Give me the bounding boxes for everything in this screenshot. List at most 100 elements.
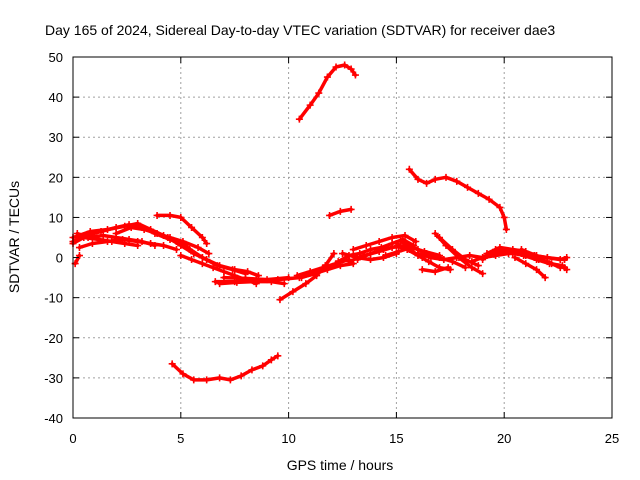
data-point bbox=[367, 256, 375, 264]
data-point bbox=[147, 240, 155, 248]
series-arc-g bbox=[112, 223, 213, 258]
data-point bbox=[188, 223, 196, 231]
data-point bbox=[341, 61, 349, 69]
data-point bbox=[259, 362, 267, 370]
data-point bbox=[395, 248, 403, 256]
data-point bbox=[403, 246, 411, 254]
data-point bbox=[440, 256, 448, 264]
data-point bbox=[392, 240, 400, 248]
data-point bbox=[483, 250, 491, 258]
data-point bbox=[233, 278, 241, 286]
data-point bbox=[295, 115, 303, 123]
data-point bbox=[293, 272, 301, 280]
data-point bbox=[507, 248, 515, 256]
series-line bbox=[513, 255, 547, 280]
data-point bbox=[276, 296, 284, 304]
data-point bbox=[541, 274, 549, 282]
data-point bbox=[332, 63, 340, 71]
data-point bbox=[468, 258, 476, 266]
data-point bbox=[177, 213, 185, 221]
data-point bbox=[362, 242, 370, 250]
data-point bbox=[198, 234, 206, 241]
data-point bbox=[134, 219, 142, 227]
data-point bbox=[198, 260, 206, 268]
series-arc-o bbox=[168, 352, 282, 384]
data-point bbox=[511, 254, 519, 262]
data-point bbox=[468, 264, 476, 272]
data-point bbox=[496, 203, 504, 211]
data-point bbox=[347, 65, 355, 73]
series-arc-e bbox=[71, 252, 83, 268]
series-arc-ak bbox=[507, 248, 571, 274]
data-point bbox=[103, 225, 111, 233]
data-point bbox=[414, 175, 422, 183]
y-tick-label: 40 bbox=[49, 90, 63, 105]
y-tick-label: -20 bbox=[44, 331, 63, 346]
data-point bbox=[563, 266, 571, 274]
data-point bbox=[267, 278, 275, 286]
data-point bbox=[103, 238, 111, 246]
data-point bbox=[209, 264, 217, 272]
series-arc-s bbox=[295, 61, 359, 123]
data-point bbox=[211, 278, 219, 286]
data-point bbox=[220, 274, 228, 282]
data-point bbox=[75, 244, 83, 252]
y-tick-label: 50 bbox=[49, 50, 63, 65]
data-point bbox=[172, 238, 180, 246]
data-point bbox=[99, 231, 107, 239]
data-point bbox=[339, 250, 346, 258]
data-point bbox=[172, 246, 180, 254]
series-arc-am bbox=[511, 254, 549, 282]
data-point bbox=[153, 211, 161, 219]
data-point bbox=[345, 258, 353, 266]
data-point bbox=[367, 250, 375, 258]
data-point bbox=[349, 246, 357, 254]
data-point bbox=[533, 266, 541, 274]
data-point bbox=[474, 189, 482, 197]
data-point bbox=[496, 244, 504, 252]
data-point bbox=[319, 264, 327, 272]
data-point bbox=[203, 240, 211, 248]
x-tick-label: 15 bbox=[389, 431, 403, 446]
data-point bbox=[166, 211, 174, 219]
data-point bbox=[86, 227, 94, 235]
axis-ticks: 0 5 10 15 20 25 -40 -30 -20 -10 0 10 20 30 40 50 bbox=[44, 50, 619, 446]
data-point bbox=[198, 254, 206, 262]
series-arc-al bbox=[517, 246, 571, 264]
data-point bbox=[75, 252, 83, 260]
data-point bbox=[461, 264, 469, 272]
data-point bbox=[502, 225, 510, 233]
data-point bbox=[479, 270, 487, 278]
y-tick-label: 20 bbox=[49, 170, 63, 185]
data-point bbox=[190, 376, 198, 384]
data-point bbox=[73, 229, 81, 237]
y-tick-label: 0 bbox=[56, 251, 63, 266]
data-point bbox=[423, 179, 431, 187]
data-point bbox=[84, 234, 92, 241]
data-point bbox=[119, 236, 127, 244]
series-arc-n bbox=[216, 278, 288, 288]
data-point bbox=[226, 376, 234, 384]
data-point bbox=[216, 374, 224, 382]
data-point bbox=[185, 246, 193, 254]
data-point bbox=[431, 175, 439, 183]
y-tick-label: -30 bbox=[44, 371, 63, 386]
data-point bbox=[412, 238, 420, 246]
data-point bbox=[427, 254, 435, 262]
series-arc-x bbox=[349, 231, 420, 254]
data-point bbox=[188, 256, 196, 264]
series-arc-f bbox=[75, 236, 180, 254]
data-point bbox=[179, 370, 187, 378]
data-point bbox=[436, 234, 444, 241]
y-tick-label: -40 bbox=[44, 411, 63, 426]
data-point bbox=[485, 195, 493, 203]
data-point bbox=[397, 238, 405, 246]
data-point bbox=[280, 280, 288, 288]
data-point bbox=[431, 268, 439, 276]
series-arc-t bbox=[326, 205, 355, 219]
x-tick-label: 20 bbox=[497, 431, 511, 446]
data-point bbox=[153, 229, 161, 237]
data-point bbox=[500, 213, 508, 221]
data-point bbox=[177, 252, 185, 260]
